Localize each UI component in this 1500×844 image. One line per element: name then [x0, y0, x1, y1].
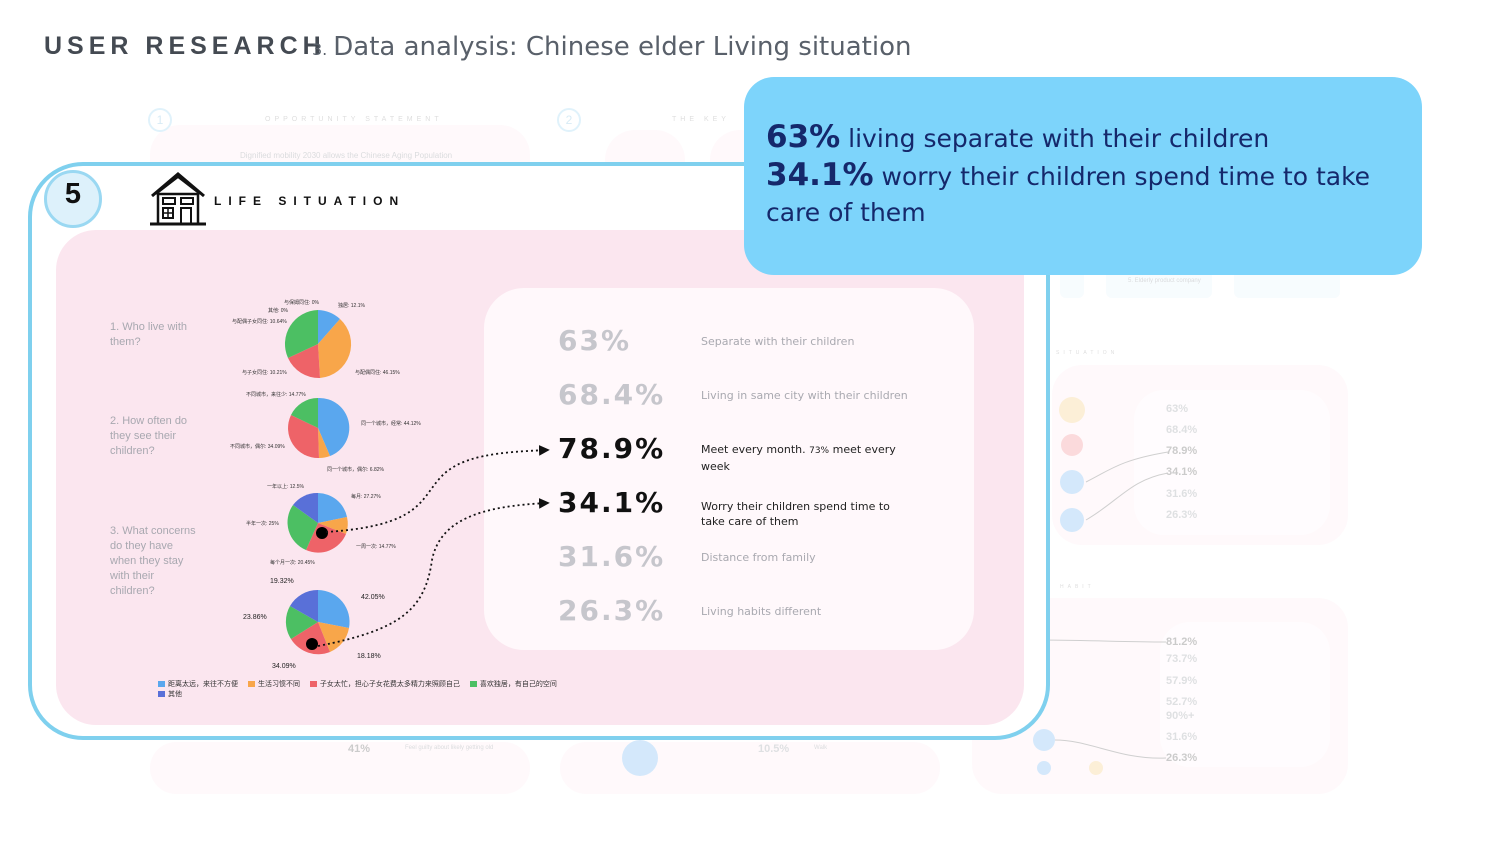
bg-stat-6: 26.3%: [1166, 509, 1198, 521]
bg-dignified: Dignified mobility 2030 allows the Chine…: [240, 151, 453, 160]
pie-legend: 距离太远，来往不方便 生活习惯不同 子女太忙，担心子女花费太多精力来照顾自己 喜…: [158, 679, 565, 699]
stat-label-4: Worry their children spend time to take …: [701, 500, 890, 528]
legend-item: 喜欢独居，有自己的空间: [469, 679, 557, 689]
bg-step-2: 2: [557, 108, 581, 132]
bg-card-habit-inner: [1160, 622, 1330, 767]
pie-concern-2: [285, 589, 350, 655]
bg-bottom-pie: [622, 740, 658, 776]
bg-card-situation-inner: [1134, 390, 1330, 535]
question-3: 3. What concerns do they have when they …: [110, 525, 196, 597]
pie4-label: 19.32%: [270, 578, 294, 585]
bg-mini-pies: [1059, 397, 1169, 532]
bg-habit-stat-2: 73.7%: [1166, 653, 1198, 665]
stat-label-6: Living habits different: [701, 605, 822, 618]
pie2-label: 同一个城市，偶尔: 6.82%: [327, 467, 384, 473]
stats-card: [484, 288, 974, 650]
bg-card-bottom-1: [150, 742, 530, 794]
pie3-label: 每月: 27.27%: [351, 494, 381, 500]
callout-line-2: 34.1% worry their children spend time to…: [766, 157, 1371, 227]
stat-pct-1: 63%: [558, 324, 632, 357]
pie-how-often: [288, 397, 350, 459]
stat-pct-6: 26.3%: [558, 594, 666, 627]
subtitle-text: Data analysis: Chinese elder Living situ…: [333, 32, 912, 62]
legend-item: 子女太忙，担心子女花费太多精力来照顾自己: [309, 679, 460, 689]
section-title: LIFE SITUATION: [214, 194, 406, 208]
bg-stat-1: 63%: [1166, 403, 1189, 415]
bg-elderly-product: 5. Elderly product company: [1128, 278, 1201, 284]
bg-stat-2: 68.4%: [1166, 424, 1198, 436]
pie1-label: 与配偶同住: 46.15%: [355, 370, 400, 376]
bg-41-label: Feel guilty about likely getting old: [405, 745, 494, 751]
bg-41: 41%: [348, 743, 371, 755]
pie1-label: 与保姆同住: 0%: [284, 300, 320, 306]
bg-card-situation: [1052, 365, 1348, 545]
bg-card-bottom-2: [560, 742, 940, 794]
pie3-label: 一周一次: 14.77%: [356, 544, 396, 550]
stat-pct-4: 34.1%: [558, 486, 666, 519]
legend-item: 生活习惯不同: [247, 679, 300, 689]
stat-pct-3: 78.9%: [558, 432, 666, 465]
bg-habit-stat-7: 26.3%: [1166, 752, 1198, 764]
bg-habit-stat-1: 81.2%: [1166, 636, 1198, 648]
stat-pct-2: 68.4%: [558, 378, 666, 411]
pie2-label: 同一个城市，经常: 44.12%: [361, 421, 421, 427]
callout-line-1: 63% living separate with their children: [766, 119, 1270, 155]
pie-concern-1: [287, 492, 348, 553]
header-subtitle: 3. Data analysis: Chinese elder Living si…: [312, 32, 911, 62]
stat-label-5: Distance from family: [701, 551, 816, 564]
step-badge: [44, 170, 102, 228]
pie1-label: 其他: 0%: [268, 308, 289, 314]
pie4-label: 23.86%: [243, 614, 267, 621]
pie3-label: 半年一次: 25%: [246, 521, 279, 527]
legend-item: 距离太远，来往不方便: [158, 679, 238, 689]
bg-stat-4: 34.1%: [1166, 466, 1198, 478]
header-brand: USER RESEARCH: [44, 32, 326, 60]
pie4-label: 34.09%: [272, 663, 296, 670]
stat-label-3: Meet every month. 73% meet every week: [701, 443, 896, 473]
bg-habit-stat-6: 31.6%: [1166, 731, 1198, 743]
question-1: 1. Who live with them?: [110, 321, 188, 348]
question-2: 2. How often do they see their children?: [110, 415, 188, 457]
pie4-label: 42.05%: [361, 594, 385, 601]
house-icon: [150, 172, 206, 226]
bg-105: 10.5%: [758, 743, 790, 755]
bg-stat-3: 78.9%: [1166, 445, 1198, 457]
bg-situation: SITUATION: [1056, 350, 1119, 356]
pie3-label: 每个月一次: 20.45%: [270, 560, 315, 566]
bg-stat-5: 31.6%: [1166, 488, 1198, 500]
bg-habit-stat-3: 57.9%: [1166, 675, 1198, 687]
bg-habit: HABIT: [1060, 584, 1095, 590]
legend-item: 其他: [158, 689, 182, 699]
stat-pct-5: 31.6%: [558, 540, 666, 573]
stat-label-1: Separate with their children: [701, 335, 855, 348]
pie1-label: 与子女同住: 10.21%: [242, 370, 287, 376]
pie2-label: 不同城市，偶尔: 34.09%: [230, 444, 285, 450]
subtitle-number: 3.: [312, 40, 328, 59]
key-insight-callout: 63% living separate with their children …: [744, 77, 1422, 275]
bg-habit-stat-4: 52.7%: [1166, 696, 1198, 708]
stat-label-2: Living in same city with their children: [701, 389, 908, 402]
pie1-label: 与配偶子女同住: 10.64%: [232, 319, 287, 325]
step-number: 5: [64, 178, 82, 210]
bg-105-label: Walk: [814, 745, 828, 751]
pie4-label: 18.18%: [357, 653, 381, 660]
bg-the-key: THE KEY: [672, 116, 730, 123]
pie1-label: 独居: 12.1%: [338, 303, 365, 309]
pie-who-live: [284, 310, 352, 379]
bg-habit-stat-5: 90%+: [1166, 710, 1195, 722]
bg-step-1: 1: [148, 108, 172, 132]
bg-opportunity: OPPORTUNITY STATEMENT: [265, 116, 443, 123]
pie3-label: 一年以上: 12.5%: [267, 484, 304, 490]
pie2-label: 不同城市，来往少: 14.77%: [246, 392, 306, 398]
